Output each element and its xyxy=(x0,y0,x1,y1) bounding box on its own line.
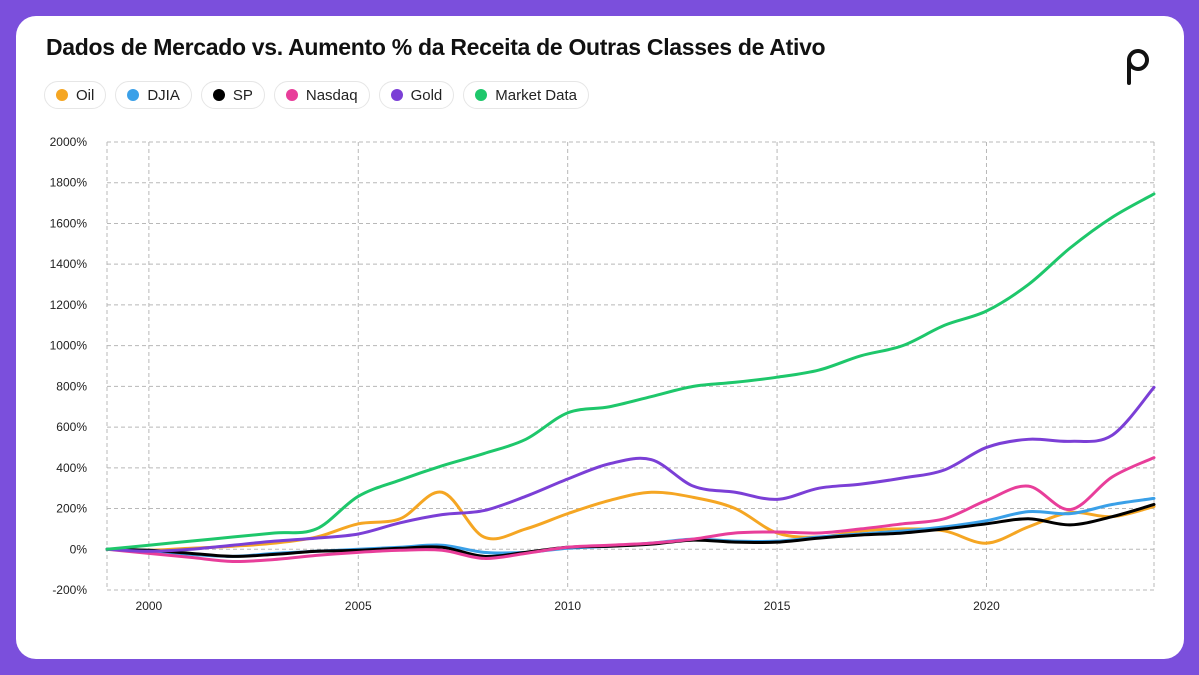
p-logo-icon xyxy=(1127,49,1149,85)
y-tick-label: 1800% xyxy=(50,176,88,190)
legend-item-market-data[interactable]: Market Data xyxy=(463,81,589,109)
x-tick-label: 2015 xyxy=(764,599,791,613)
series-line-nasdaq xyxy=(105,456,1156,564)
legend-dot xyxy=(127,89,140,101)
legend-label: Market Data xyxy=(495,86,577,104)
y-tick-label: 1200% xyxy=(50,298,88,312)
legend-label: Nasdaq xyxy=(305,86,358,104)
legend-label: SP xyxy=(232,86,253,104)
x-tick-label: 2005 xyxy=(345,599,372,613)
line-chart: 2000% 1800% 1600% 1400% 1200% 1000% 800% 600% 40… xyxy=(50,135,1156,613)
y-tick-label: 0% xyxy=(70,542,88,556)
series-line-market-data xyxy=(105,192,1156,551)
legend-dot xyxy=(285,89,298,101)
y-tick-label: 2000% xyxy=(50,135,88,149)
legend-dot xyxy=(212,89,225,101)
legend-item-nasdaq[interactable]: Nasdaq xyxy=(273,81,370,109)
y-tick-label: 400% xyxy=(56,461,87,475)
x-tick-label: 2000 xyxy=(136,599,163,613)
legend-label: DJIA xyxy=(147,86,180,104)
x-tick-label: 2010 xyxy=(554,599,581,613)
y-tick-label: -200% xyxy=(52,583,87,597)
y-tick-label: 1600% xyxy=(50,216,88,230)
series-line-djia xyxy=(105,496,1156,558)
y-tick-label: 1400% xyxy=(50,257,88,271)
legend-label: Oil xyxy=(76,86,95,104)
x-tick-label: 2020 xyxy=(973,599,1000,613)
legend-item-sp[interactable]: SP xyxy=(200,81,265,109)
series-line-gold xyxy=(105,385,1156,553)
legend-item-gold[interactable]: Gold xyxy=(378,81,455,109)
legend-dot xyxy=(56,89,68,101)
legend-dot xyxy=(390,89,403,101)
legend-item-oil[interactable]: Oil xyxy=(44,81,107,109)
legend-dot xyxy=(475,89,488,101)
legend: Oil DJIA SP Nasdaq Gold Market Data xyxy=(44,81,589,109)
chart-card: Dados de Mercado vs. Aumento % da Receit… xyxy=(16,16,1184,659)
series-line-oil xyxy=(105,490,1156,552)
y-tick-label: 800% xyxy=(56,379,87,393)
legend-label: Gold xyxy=(410,86,443,104)
series-line-sp xyxy=(105,502,1156,559)
chart-title: Dados de Mercado vs. Aumento % da Receit… xyxy=(46,34,826,60)
y-tick-label: 200% xyxy=(56,502,87,516)
legend-item-djia[interactable]: DJIA xyxy=(115,81,192,109)
y-tick-label: 1000% xyxy=(50,339,88,353)
y-tick-label: 600% xyxy=(56,420,87,434)
